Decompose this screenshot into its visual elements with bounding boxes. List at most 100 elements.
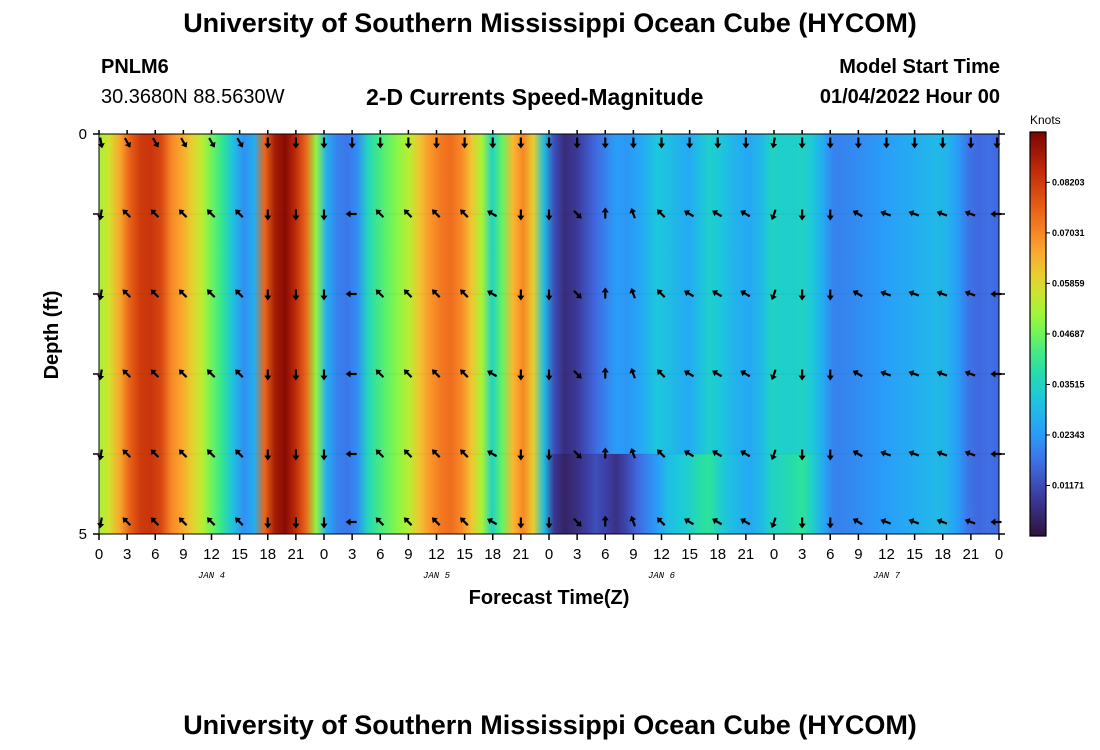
arrow-head (150, 289, 157, 296)
arrow-head (517, 143, 525, 149)
current-arrow (517, 289, 525, 301)
current-arrow (712, 290, 723, 298)
colorbar-tick-label: 0.07031 (1052, 228, 1085, 238)
arrow-head (658, 143, 665, 149)
x-tick-label: 6 (376, 546, 384, 563)
arrow-head (206, 209, 213, 216)
arrow-head (292, 143, 300, 149)
arrow-head (375, 209, 382, 216)
current-arrow (656, 517, 666, 526)
current-arrow (460, 449, 469, 458)
current-arrow (292, 369, 300, 381)
arrow-head (656, 289, 663, 296)
arrow-head (320, 215, 328, 221)
station-coordinates: 30.3680N 88.5630W (101, 86, 285, 108)
current-arrow (206, 289, 216, 298)
current-arrow (375, 369, 385, 378)
current-arrow (658, 137, 665, 149)
arrow-head (573, 143, 581, 149)
x-tick-label: 0 (545, 546, 553, 563)
arrow-head (852, 210, 859, 217)
arrow-head (826, 295, 834, 301)
colorbar-unit-label: Knots (1030, 113, 1061, 127)
current-arrow (740, 290, 751, 298)
arrow-head (712, 370, 719, 377)
x-tick-label: 12 (653, 546, 670, 563)
arrow-head (403, 449, 410, 456)
arrow-head (684, 290, 690, 297)
current-arrow (826, 369, 834, 381)
current-arrow (684, 518, 695, 526)
x-tick-label: 18 (484, 546, 501, 563)
arrow-head (264, 523, 272, 529)
current-arrow (320, 209, 328, 221)
current-arrow (460, 209, 469, 218)
current-arrow (264, 137, 272, 149)
arrow-head (740, 518, 747, 525)
arrow-head (826, 455, 834, 461)
current-arrow (629, 447, 637, 459)
arrow-head (150, 449, 157, 456)
x-tick-label: 3 (348, 546, 356, 563)
current-arrow (880, 450, 892, 457)
current-arrow (264, 449, 272, 461)
current-arrow (487, 370, 498, 378)
arrow-head (964, 450, 971, 457)
current-arrow (152, 137, 160, 148)
arrow-head (178, 289, 185, 296)
current-arrow (236, 137, 244, 148)
arrow-head (852, 370, 859, 377)
arrow-head (964, 518, 971, 525)
arrow-head (826, 215, 834, 221)
arrow-head (122, 369, 129, 376)
current-arrow (375, 289, 385, 298)
current-arrow (460, 369, 469, 378)
colorbar-tick-label: 0.04687 (1052, 329, 1085, 339)
current-arrow (431, 369, 441, 378)
current-arrow (573, 518, 582, 527)
arrow-head (487, 450, 494, 457)
current-arrow (826, 209, 834, 221)
x-tick-label: 15 (681, 546, 698, 563)
arrow-head (990, 290, 996, 298)
arrow-head (345, 370, 351, 378)
arrow-head (601, 367, 609, 373)
arrow-head (178, 449, 185, 456)
current-arrow (150, 517, 160, 526)
current-arrow (740, 370, 751, 378)
arrow-head (908, 210, 915, 217)
arrow-head (124, 141, 131, 148)
current-arrow (573, 450, 582, 459)
current-arrow (880, 290, 892, 297)
arrow-head (431, 517, 438, 524)
arrow-head (209, 141, 216, 148)
current-arrow (573, 137, 581, 149)
arrow-head (487, 518, 494, 525)
plot-title: 2-D Currents Speed-Magnitude (366, 84, 704, 110)
current-arrow (348, 137, 356, 149)
current-arrow (517, 137, 525, 149)
current-arrow (235, 209, 244, 218)
current-arrow (601, 367, 609, 379)
current-arrow (517, 449, 525, 461)
arrow-head (629, 447, 637, 454)
arrow-head (235, 517, 241, 524)
current-arrow (178, 209, 188, 218)
arrow-head (235, 209, 241, 216)
current-arrow (936, 450, 948, 457)
current-arrow (908, 370, 920, 377)
model-start-value: 01/04/2022 Hour 00 (819, 86, 1000, 108)
arrow-head (798, 455, 806, 461)
current-arrow (320, 449, 328, 461)
current-arrow (573, 290, 582, 299)
arrow-head (122, 209, 129, 216)
heatmap (99, 134, 999, 534)
arrow-head (575, 520, 582, 527)
current-arrow (431, 449, 441, 458)
arrow-head (964, 210, 971, 217)
arrow-head (460, 517, 466, 524)
current-arrow (545, 209, 553, 221)
arrow-head (936, 290, 943, 297)
arrow-head (517, 295, 525, 301)
x-tick-label: 6 (826, 546, 834, 563)
